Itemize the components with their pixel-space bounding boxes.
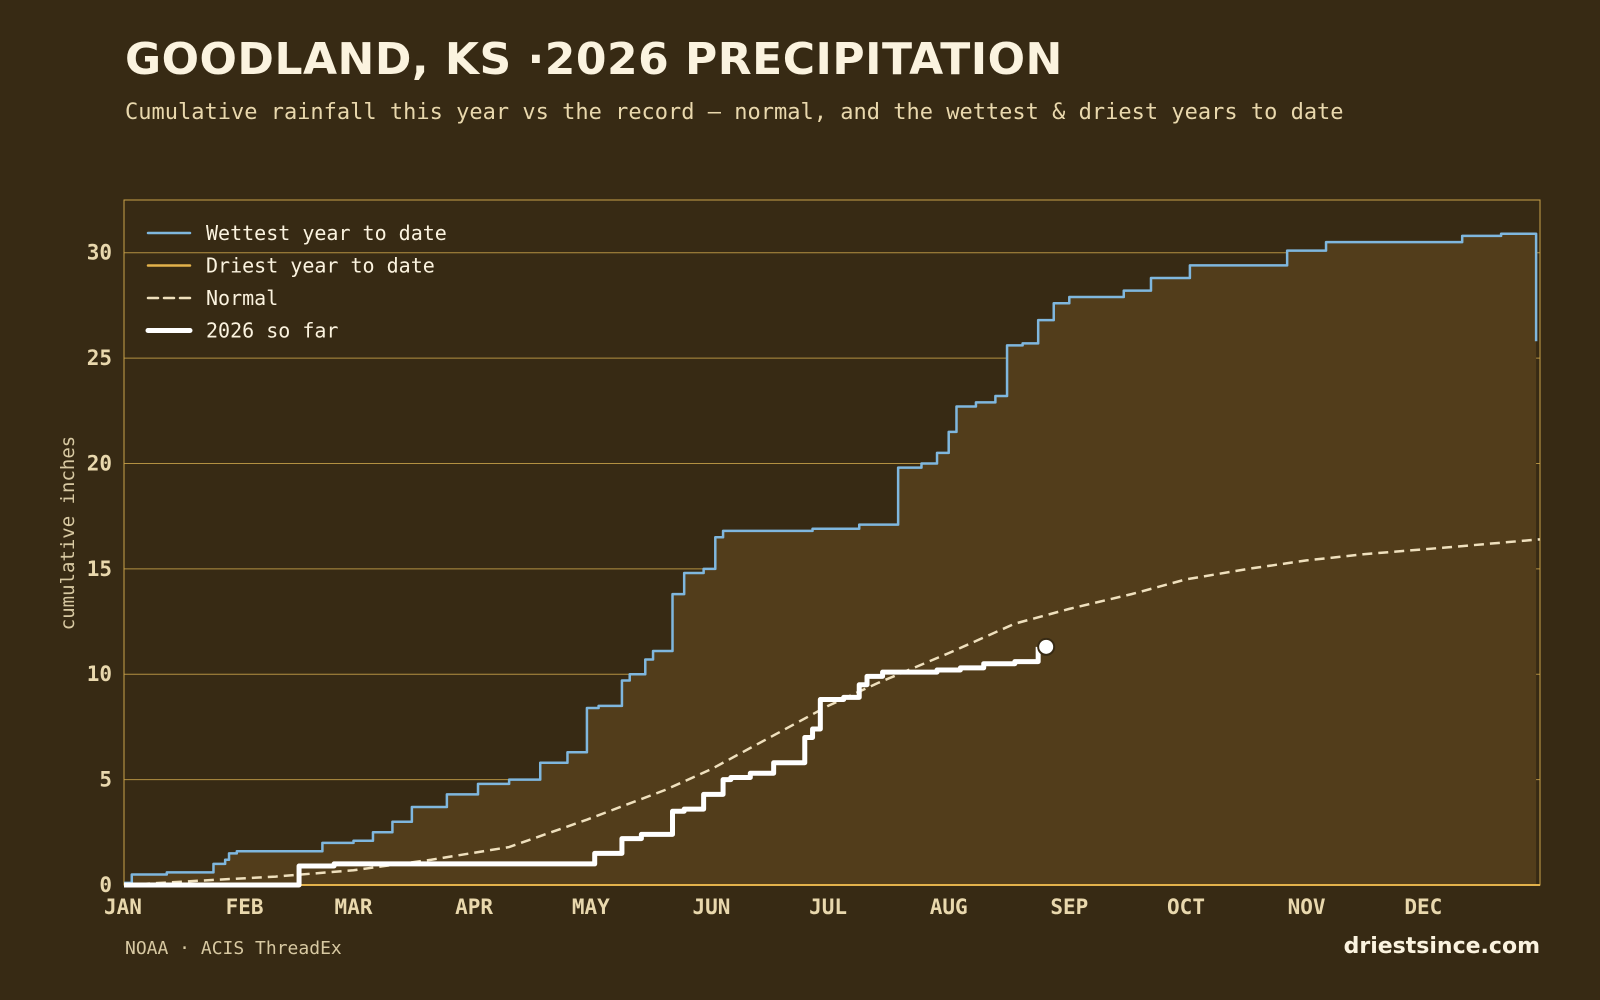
chart-subtitle: Cumulative rainfall this year vs the rec… [125,100,1344,125]
x-tick-label: DEC [1404,895,1442,919]
record-band [124,233,1537,885]
current-endpoint-marker [1037,637,1056,656]
series-line-normal [123,538,1541,887]
axes: 0 5 10 15 20 25 30 JAN FEB MAR APR MAY JUN JUL AUG SEP O… [87,241,1443,919]
x-tick-label: JUL [809,895,847,919]
chart-title: GOODLAND, KS ·2026 PRECIPITATION [125,34,1063,85]
series-line-wettest [124,232,1538,885]
x-tick-label: NOV [1288,895,1326,919]
y-axis-label: cumulative inches [57,436,79,630]
y-tick-label: 20 [87,451,112,475]
source-credit: NOAA · ACIS ThreadEx [125,938,342,959]
legend-2026-label: 2026 so far [206,319,338,343]
x-tick-label: APR [455,895,493,919]
x-tick-label: JAN [104,895,142,919]
legend: Wettest year to date Driest year to date N… [145,221,447,343]
x-tick-label: MAR [335,895,373,919]
y-tick-label: 5 [99,768,112,792]
y-tick-label: 10 [87,662,112,686]
series-line-2026 [124,646,1041,888]
brand-link[interactable]: driestsince.com [1343,934,1540,959]
y-tick-label: 25 [87,346,112,370]
x-tick-label: FEB [226,895,264,919]
wet-dry-band [124,233,1537,885]
x-tick-label: AUG [930,895,968,919]
legend-normal-label: Normal [206,286,278,310]
x-tick-label: JUN [692,895,730,919]
legend-driest-label: Driest year to date [206,254,435,278]
x-tick-label: OCT [1167,895,1205,919]
y-tick-label: 30 [87,241,112,265]
y-tick-label: 0 [99,873,112,897]
y-tick-label: 15 [87,557,112,581]
x-tick-label: SEP [1050,895,1088,919]
series-lines [123,232,1541,888]
x-tick-label: MAY [572,895,610,919]
legend-wettest-label: Wettest year to date [206,221,447,245]
